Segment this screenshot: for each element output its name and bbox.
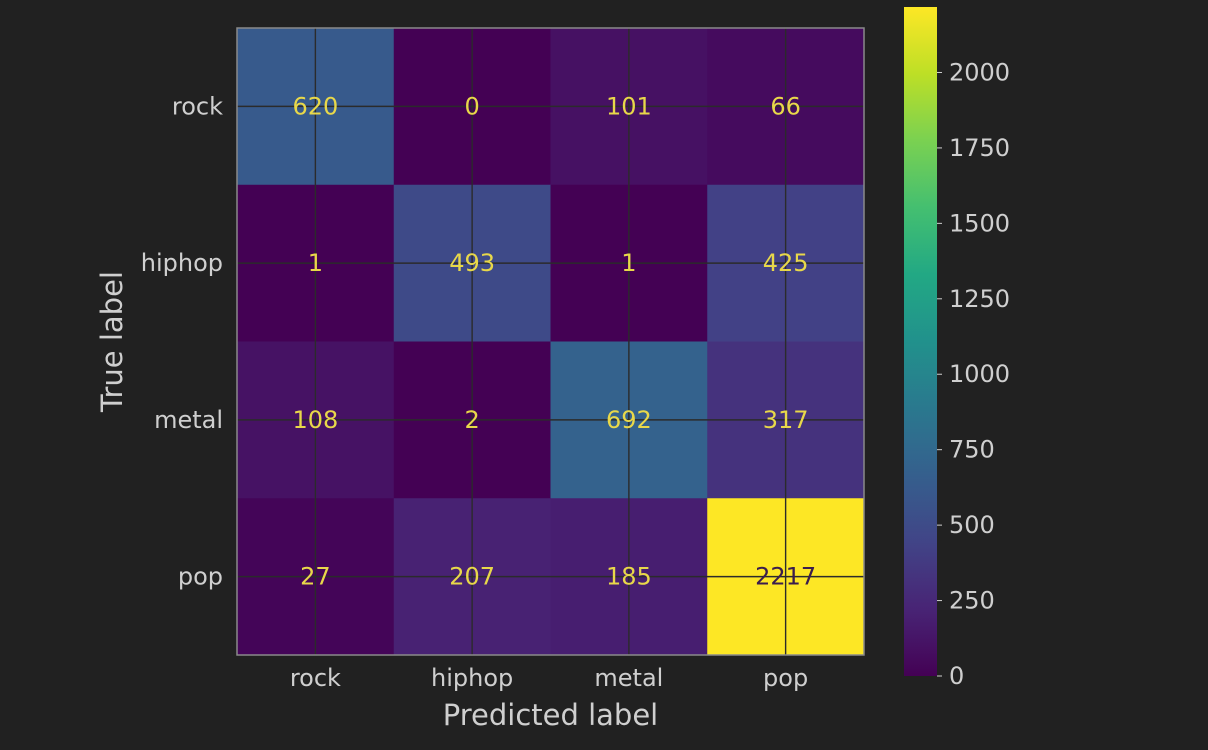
cell-value-rock-hiphop: 0 [464,92,479,120]
heatmap-grid [237,28,864,655]
colorbar-tick-label-1250: 1250 [949,285,1010,313]
x-tick-label-rock: rock [290,664,341,692]
x-axis-title: Predicted label [443,698,659,732]
colorbar-tick-label-750: 750 [949,436,995,464]
cell-value-hiphop-rock: 1 [308,249,323,277]
cell-value-labels: 620 0 101 66 1 493 1 425 108 2 692 317 27 207 185 2217 [292,92,816,590]
colorbar-tick-label-0: 0 [949,662,964,690]
y-tick-labels: rock hiphop metal pop [141,92,223,590]
colorbar-tick-label-1000: 1000 [949,360,1010,388]
x-tick-label-pop: pop [763,664,808,692]
cell-value-metal-hiphop: 2 [464,406,479,434]
x-tick-labels: rock hiphop metal pop [290,664,808,692]
cell-value-pop-rock: 27 [300,563,331,591]
y-tick-label-rock: rock [172,92,223,120]
colorbar-tick-label-1500: 1500 [949,209,1010,237]
cell-value-pop-metal: 185 [606,563,652,591]
plot-frame [236,27,865,656]
cell-value-rock-metal: 101 [606,92,652,120]
colorbar-tick-label-250: 250 [949,587,995,615]
y-tick-label-metal: metal [154,406,223,434]
y-tick-label-pop: pop [178,563,223,591]
cell-value-pop-hiphop: 207 [449,563,495,591]
colorbar-tick-labels: 0 250 500 750 1000 1250 1500 1750 2000 [937,58,1010,690]
colorbar-tick-label-1750: 1750 [949,134,1010,162]
cell-value-hiphop-pop: 425 [763,249,809,277]
cell-value-pop-pop: 2217 [755,563,816,591]
cell-value-metal-rock: 108 [292,406,338,434]
cell-value-rock-pop: 66 [770,92,801,120]
y-axis-title: True label [95,271,129,413]
colorbar [904,7,937,676]
cell-value-rock-rock: 620 [292,92,338,120]
cell-value-metal-pop: 317 [763,406,809,434]
x-tick-label-hiphop: hiphop [431,664,513,692]
y-tick-label-hiphop: hiphop [141,249,223,277]
colorbar-tick-label-2000: 2000 [949,58,1010,86]
cell-value-metal-metal: 692 [606,406,652,434]
cell-value-hiphop-hiphop: 493 [449,249,495,277]
heatmap-cells [237,28,865,656]
colorbar-tick-label-500: 500 [949,511,995,539]
x-tick-label-metal: metal [594,664,663,692]
cell-value-hiphop-metal: 1 [621,249,636,277]
